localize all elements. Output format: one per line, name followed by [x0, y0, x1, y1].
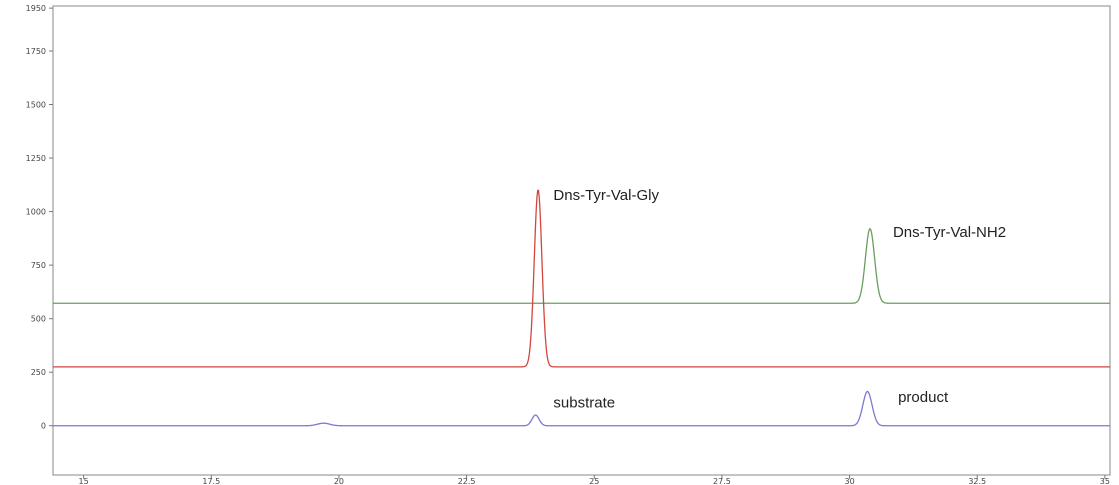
y-tick-label: 0: [41, 422, 46, 431]
annotation-layer: Dns-Tyr-Val-Gly Dns-Tyr-Val-NH2 substrate p…: [553, 187, 1006, 412]
x-tick-label: 15: [79, 477, 89, 485]
y-tick-label: 1250: [26, 154, 46, 163]
x-tick-label: 35: [1100, 477, 1110, 485]
y-tick-label: 1750: [26, 47, 46, 56]
y-tick-label: 1500: [26, 101, 46, 110]
y-tick-label: 250: [31, 368, 46, 377]
peak-annotation: substrate: [553, 395, 615, 412]
x-tick-label: 20: [334, 477, 344, 485]
x-axis: 15 17.5 20 22.5 25 27.5 30 32.5 35: [79, 475, 1110, 485]
x-tick-label: 27.5: [713, 477, 731, 485]
y-tick-label: 500: [31, 315, 46, 324]
x-tick-label: 25: [589, 477, 599, 485]
peak-annotation: Dns-Tyr-Val-NH2: [893, 224, 1006, 241]
x-tick-label: 17.5: [202, 477, 220, 485]
series-line-1: [53, 227, 1110, 304]
x-tick-label: 30: [844, 477, 854, 485]
x-tick-label: 32.5: [968, 477, 986, 485]
peak-annotation: Dns-Tyr-Val-Gly: [553, 187, 659, 204]
y-tick-label: 1000: [26, 208, 46, 217]
y-axis: 0 250 500 750 1000 1250 1500 1750 1950: [26, 4, 53, 431]
y-tick-label: 750: [31, 261, 46, 270]
series-layer: [53, 189, 1110, 427]
x-tick-label: 22.5: [458, 477, 476, 485]
plot-frame: [52, 5, 1111, 476]
peak-annotation: product: [898, 389, 949, 406]
y-tick-label: 1950: [26, 4, 46, 13]
series-line-2: [53, 189, 1110, 368]
series-line-3: [53, 390, 1110, 427]
